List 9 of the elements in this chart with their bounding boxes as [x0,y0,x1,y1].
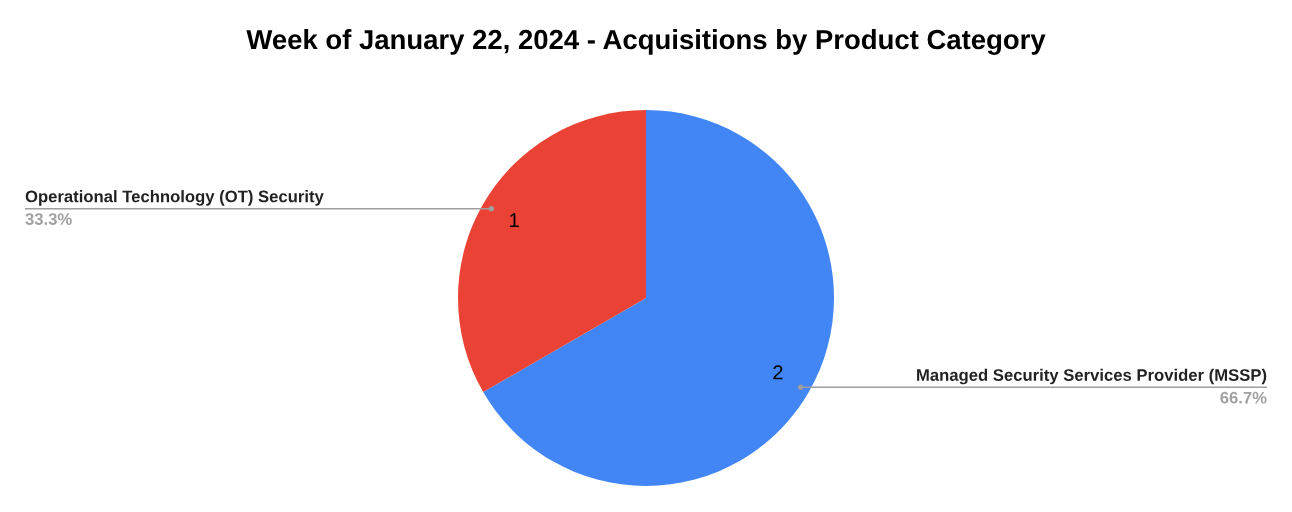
data-label: 1 [510,213,519,228]
data-label: 2 [773,365,783,380]
text: 33.3% [25,213,72,225]
slice-label: Operational Technology (OT) Security [25,190,324,206]
text: 66.7% [1220,391,1267,404]
slice-label: Managed Security Services Provider (MSSP) [917,368,1267,385]
chart-title: Week of January 22, 2024 - Acquisitions by Product Category [246,29,1046,55]
pie-slice [458,110,646,392]
pie-slice [483,110,834,486]
